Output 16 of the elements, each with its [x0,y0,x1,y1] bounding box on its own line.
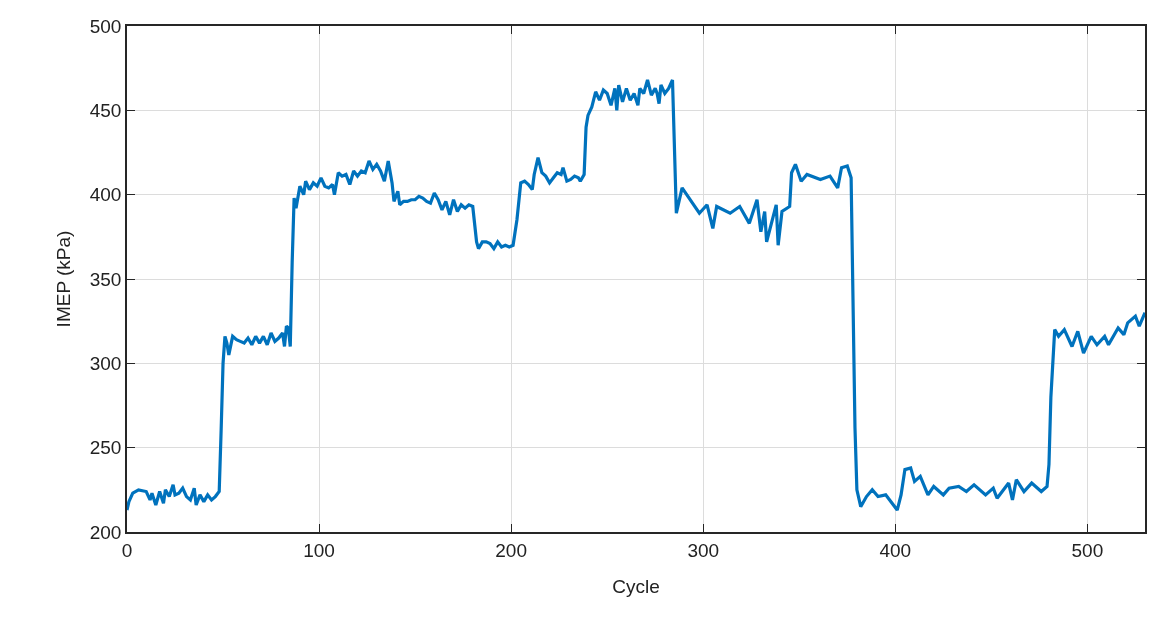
y-tick-label: 350 [89,268,122,290]
y-tick-label: 500 [89,15,122,37]
x-tick-label: 500 [1071,539,1104,561]
x-tick-label: 200 [495,539,527,561]
y-tick-label: 200 [89,521,122,543]
x-tick-label: 0 [121,539,133,561]
line-series [127,78,1145,512]
x-tick-label: 100 [303,539,335,561]
y-tick-label: 450 [89,99,122,121]
x-axis-title: Cycle [612,575,660,597]
x-tick-label: 300 [687,539,720,561]
y-tick-label: 250 [89,437,122,459]
y-tick-label: 400 [89,184,122,206]
y-axis-title: IMEP (kPa) [53,230,75,328]
x-tick-label: 400 [879,539,912,561]
y-tick-label: 300 [89,352,122,374]
